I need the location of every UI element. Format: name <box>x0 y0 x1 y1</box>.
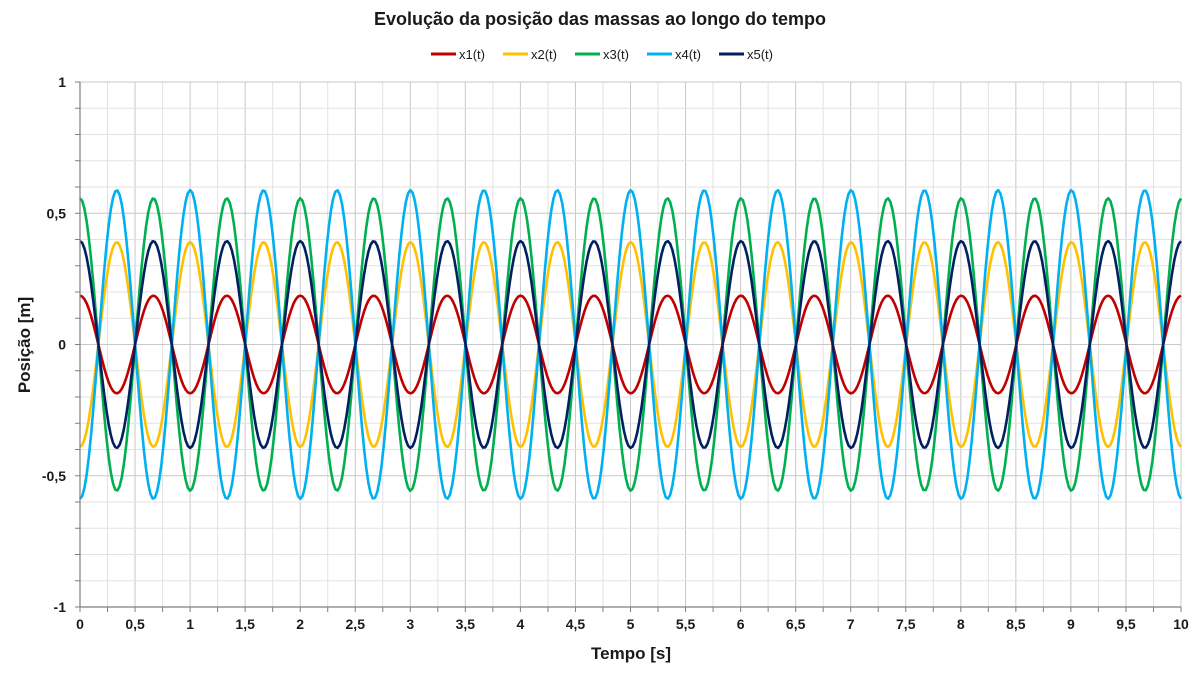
x-tick-label: 8,5 <box>1006 616 1026 632</box>
x-tick-label: 10 <box>1173 616 1189 632</box>
x-tick-label: 3,5 <box>456 616 476 632</box>
x-tick-label: 2,5 <box>346 616 366 632</box>
x-tick-label: 6 <box>737 616 745 632</box>
legend-item-5: x5(t) <box>719 47 773 62</box>
y-tick-label: 0,5 <box>47 205 67 221</box>
x-tick-label: 5 <box>627 616 635 632</box>
legend-item-1: x1(t) <box>431 47 485 62</box>
y-tick-label: 0 <box>58 337 66 353</box>
x-tick-label: 4 <box>517 616 525 632</box>
x-tick-label: 9 <box>1067 616 1075 632</box>
x-tick-label: 7,5 <box>896 616 916 632</box>
legend-label: x2(t) <box>531 47 557 62</box>
x-tick-label: 9,5 <box>1116 616 1136 632</box>
x-tick-label: 1 <box>186 616 194 632</box>
y-axis-title: Posição [m] <box>15 297 34 393</box>
series-line-1 <box>79 294 1182 395</box>
series-line-4 <box>78 188 1183 501</box>
x-tick-label: 5,5 <box>676 616 696 632</box>
x-tick-label: 0 <box>76 616 84 632</box>
y-tick-label: 1 <box>58 74 66 90</box>
legend-item-3: x3(t) <box>575 47 629 62</box>
x-tick-label: 3 <box>406 616 414 632</box>
series-line-5 <box>79 239 1183 450</box>
x-tick-label: 0,5 <box>125 616 145 632</box>
x-tick-label: 6,5 <box>786 616 806 632</box>
y-tick-label: -1 <box>54 599 67 615</box>
tick-labels: 0 0,5 1 1,5 2 2,5 3 3,5 4 4,5 5 5,5 6 6,5 7 7,5 8 8,5 9 9,5… <box>42 74 1189 632</box>
series-line-2 <box>79 240 1183 449</box>
series-line-3 <box>79 196 1183 493</box>
x-axis-title: Tempo [s] <box>591 644 671 663</box>
y-tick-label: -0,5 <box>42 468 66 484</box>
x-tick-label: 2 <box>296 616 304 632</box>
x-tick-label: 7 <box>847 616 855 632</box>
legend-label: x3(t) <box>603 47 629 62</box>
x-tick-label: 4,5 <box>566 616 586 632</box>
legend-label: x1(t) <box>459 47 485 62</box>
axes <box>75 81 1182 612</box>
x-tick-label: 8 <box>957 616 965 632</box>
x-tick-label: 1,5 <box>235 616 255 632</box>
legend-label: x4(t) <box>675 47 701 62</box>
legend: x1(t) x2(t) x3(t) x4(t) x5(t) <box>431 47 773 62</box>
legend-item-2: x2(t) <box>503 47 557 62</box>
legend-item-4: x4(t) <box>647 47 701 62</box>
legend-label: x5(t) <box>747 47 773 62</box>
series-group <box>78 188 1183 501</box>
chart-title: Evolução da posição das massas ao longo … <box>374 9 826 29</box>
